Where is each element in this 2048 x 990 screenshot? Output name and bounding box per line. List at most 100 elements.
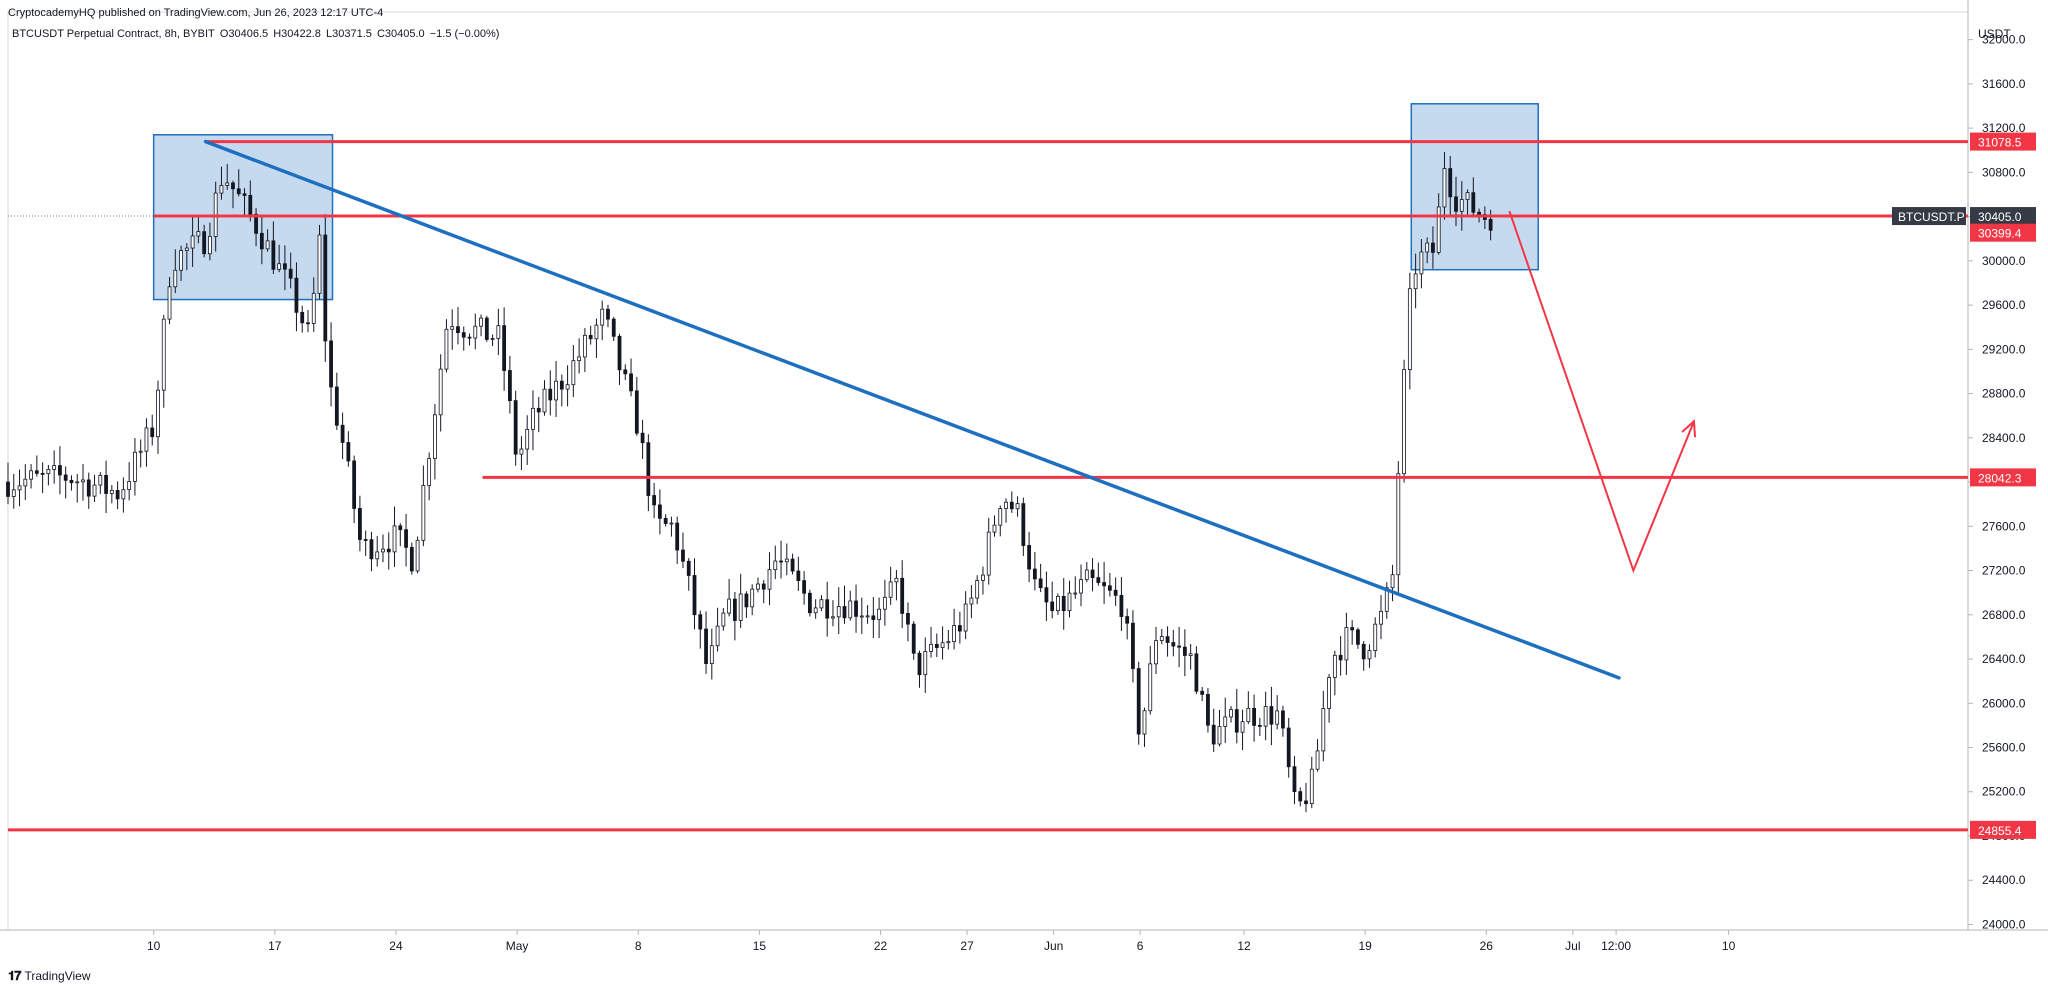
candle-up [1459, 199, 1464, 212]
candle-down [502, 325, 507, 371]
candle-up [1390, 574, 1395, 589]
projection-arrowhead [1681, 419, 1697, 438]
candle-down [1009, 501, 1014, 510]
candle-up [179, 250, 183, 271]
candle-down [802, 580, 807, 594]
time-tick-label: 17 [268, 939, 282, 953]
candle-down [1454, 196, 1458, 212]
candle-up [1188, 653, 1193, 656]
candle-down [484, 317, 489, 340]
candle-down [934, 643, 939, 648]
time-tick-label: 19 [1358, 939, 1372, 953]
candle-up [1056, 596, 1060, 612]
candle-down [334, 386, 339, 426]
time-tick-label: 12:00 [1601, 939, 1631, 953]
candle-down [629, 373, 633, 392]
candle-down [69, 479, 74, 484]
candle-up [836, 606, 841, 618]
price-tick-label: 31600.0 [1982, 77, 2026, 91]
candle-up [208, 236, 212, 255]
candle-down [1096, 577, 1101, 583]
descending-trendline [203, 139, 1621, 680]
candle-down [294, 277, 299, 313]
time-tick-label: 15 [753, 939, 767, 953]
candle-down [115, 489, 120, 500]
candle-up [1344, 627, 1349, 661]
candle-down [1298, 791, 1303, 802]
candle-down [248, 195, 253, 215]
symbol-legend[interactable]: BTCUSDT Perpetual Contract, 8h, BYBIT O3… [12, 28, 501, 40]
time-tick-label: 10 [1722, 939, 1736, 953]
candle-down [1252, 707, 1256, 726]
candle-down [254, 213, 258, 234]
candle-up [311, 292, 316, 324]
tradingview-brand[interactable]: 𝟏𝟕 TradingView [8, 968, 91, 984]
candle-down [461, 332, 466, 338]
candle-down [1281, 710, 1285, 729]
candle-down [467, 336, 472, 339]
candle-down [807, 592, 812, 614]
candle-up [392, 525, 397, 553]
candle-down [779, 560, 783, 563]
candle-down [675, 522, 680, 551]
candle-up [813, 607, 818, 614]
candle-down [790, 558, 795, 572]
candle-up [1159, 636, 1164, 642]
candle-down [1448, 168, 1453, 198]
candle-up [975, 580, 980, 599]
candle-down [1061, 596, 1066, 612]
price-axis: USDT24000.024400.024800.025200.025600.02… [1968, 27, 2026, 931]
time-tick-label: 10 [147, 939, 161, 953]
candle-down [6, 481, 10, 497]
candle-down [917, 652, 922, 676]
candle-up [1148, 663, 1153, 712]
candle-down [1471, 192, 1476, 213]
candle-up [450, 326, 455, 330]
candle-down [704, 628, 708, 665]
candle-up [92, 484, 97, 497]
candle-up [219, 185, 224, 194]
candle-down [1136, 668, 1141, 735]
candle-up [986, 531, 991, 576]
candle-down [640, 432, 645, 444]
candle-down [242, 193, 247, 196]
price-tick-label: 29600.0 [1982, 298, 2026, 312]
current-price-value: 30405.0 [1978, 210, 2022, 224]
candle-down [536, 407, 541, 413]
candle-up [1332, 654, 1337, 678]
candle-down [86, 479, 91, 497]
candle-up [1442, 168, 1447, 208]
candle-up [1229, 709, 1233, 718]
candle-up [433, 414, 437, 459]
candle-down [617, 335, 622, 371]
legend-symbol: BTCUSDT Perpetual Contract, 8h, BYBIT [12, 28, 215, 40]
candle-down [283, 263, 287, 270]
candle-up [819, 599, 824, 609]
candle-up [750, 588, 755, 608]
candle-up [1407, 288, 1412, 371]
time-tick-label: May [506, 939, 529, 953]
candle-down [744, 593, 749, 608]
candle-down [825, 599, 830, 619]
candle-down [1292, 766, 1297, 793]
symbol-tag-bg [1892, 207, 1966, 226]
time-tick-label: 6 [1137, 939, 1144, 953]
candle-up [525, 428, 530, 450]
time-tick-label: 22 [874, 939, 888, 953]
candle-down [1038, 578, 1043, 589]
candle-up [1465, 192, 1470, 200]
candle-down [623, 369, 628, 375]
candle-up [225, 182, 230, 186]
legend-open: O30406.5 [219, 28, 269, 40]
candle-down [104, 474, 108, 494]
candle-up [1004, 501, 1008, 509]
candle-up [1154, 640, 1158, 665]
candle-down [40, 472, 45, 475]
candle-up [133, 451, 137, 482]
candle-down [663, 517, 668, 524]
candle-down [698, 614, 703, 630]
candle-up [144, 427, 149, 452]
candle-up [75, 481, 80, 484]
candle-down [1269, 706, 1274, 725]
